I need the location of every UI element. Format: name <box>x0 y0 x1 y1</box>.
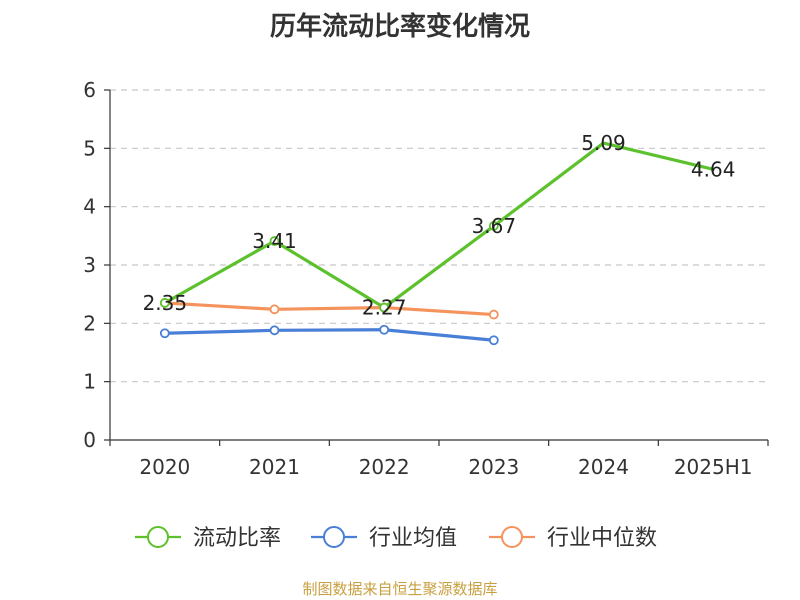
data-label: 2.35 <box>143 291 188 315</box>
data-point <box>379 324 390 335</box>
y-tick-label: 1 <box>83 370 96 394</box>
legend-marker <box>147 526 169 548</box>
data-point <box>488 335 499 346</box>
legend-marker <box>501 526 523 548</box>
data-point <box>269 236 280 246</box>
x-tick-label: 2023 <box>468 455 519 479</box>
x-tick-label: 2020 <box>139 455 190 479</box>
legend-label: 流动比率 <box>193 526 281 551</box>
series-lines <box>163 141 715 342</box>
data-point <box>159 298 170 308</box>
data-label: 3.41 <box>252 229 297 253</box>
y-tick-label: 2 <box>83 311 96 335</box>
data-point <box>159 328 170 339</box>
y-tick-label: 3 <box>83 253 96 277</box>
legend-label: 行业中位数 <box>547 526 657 551</box>
data-labels: 2.35 3.41 2.27 3.67 5.09 4.64 <box>143 131 736 320</box>
data-point <box>269 325 280 336</box>
series-line-2 <box>163 301 496 317</box>
data-point <box>269 304 280 315</box>
series-markers <box>159 221 499 346</box>
legend-label: 行业均值 <box>369 526 457 551</box>
data-label: 4.64 <box>691 157 736 181</box>
data-label: 3.67 <box>472 214 517 238</box>
data-point <box>379 302 390 313</box>
x-tick-label: 2024 <box>578 455 629 479</box>
axes: 0 1 2 3 4 5 6 2020 2021 2022 2023 2024 2025H1 <box>83 78 769 479</box>
y-tick-label: 6 <box>83 78 96 102</box>
x-tick-label: 2021 <box>249 455 300 479</box>
y-tick-label: 5 <box>83 136 96 160</box>
source-note: 制图数据来自恒生聚源数据库 <box>302 580 498 598</box>
data-label: 2.27 <box>362 296 407 320</box>
y-tick-label: 0 <box>83 428 96 452</box>
data-point <box>488 221 499 231</box>
x-tick-label: 2025H1 <box>674 455 753 479</box>
grid-lines <box>110 89 768 383</box>
data-label: 5.09 <box>581 131 626 155</box>
legend: 流动比率 行业均值 行业中位数 <box>135 526 657 551</box>
series-line-1 <box>163 328 496 342</box>
x-tick-label: 2022 <box>359 455 410 479</box>
series-line-0 <box>163 141 715 310</box>
chart-title: 历年流动比率变化情况 <box>269 12 530 42</box>
y-tick-label: 4 <box>83 195 96 219</box>
legend-marker <box>323 526 345 548</box>
data-point <box>488 309 499 320</box>
